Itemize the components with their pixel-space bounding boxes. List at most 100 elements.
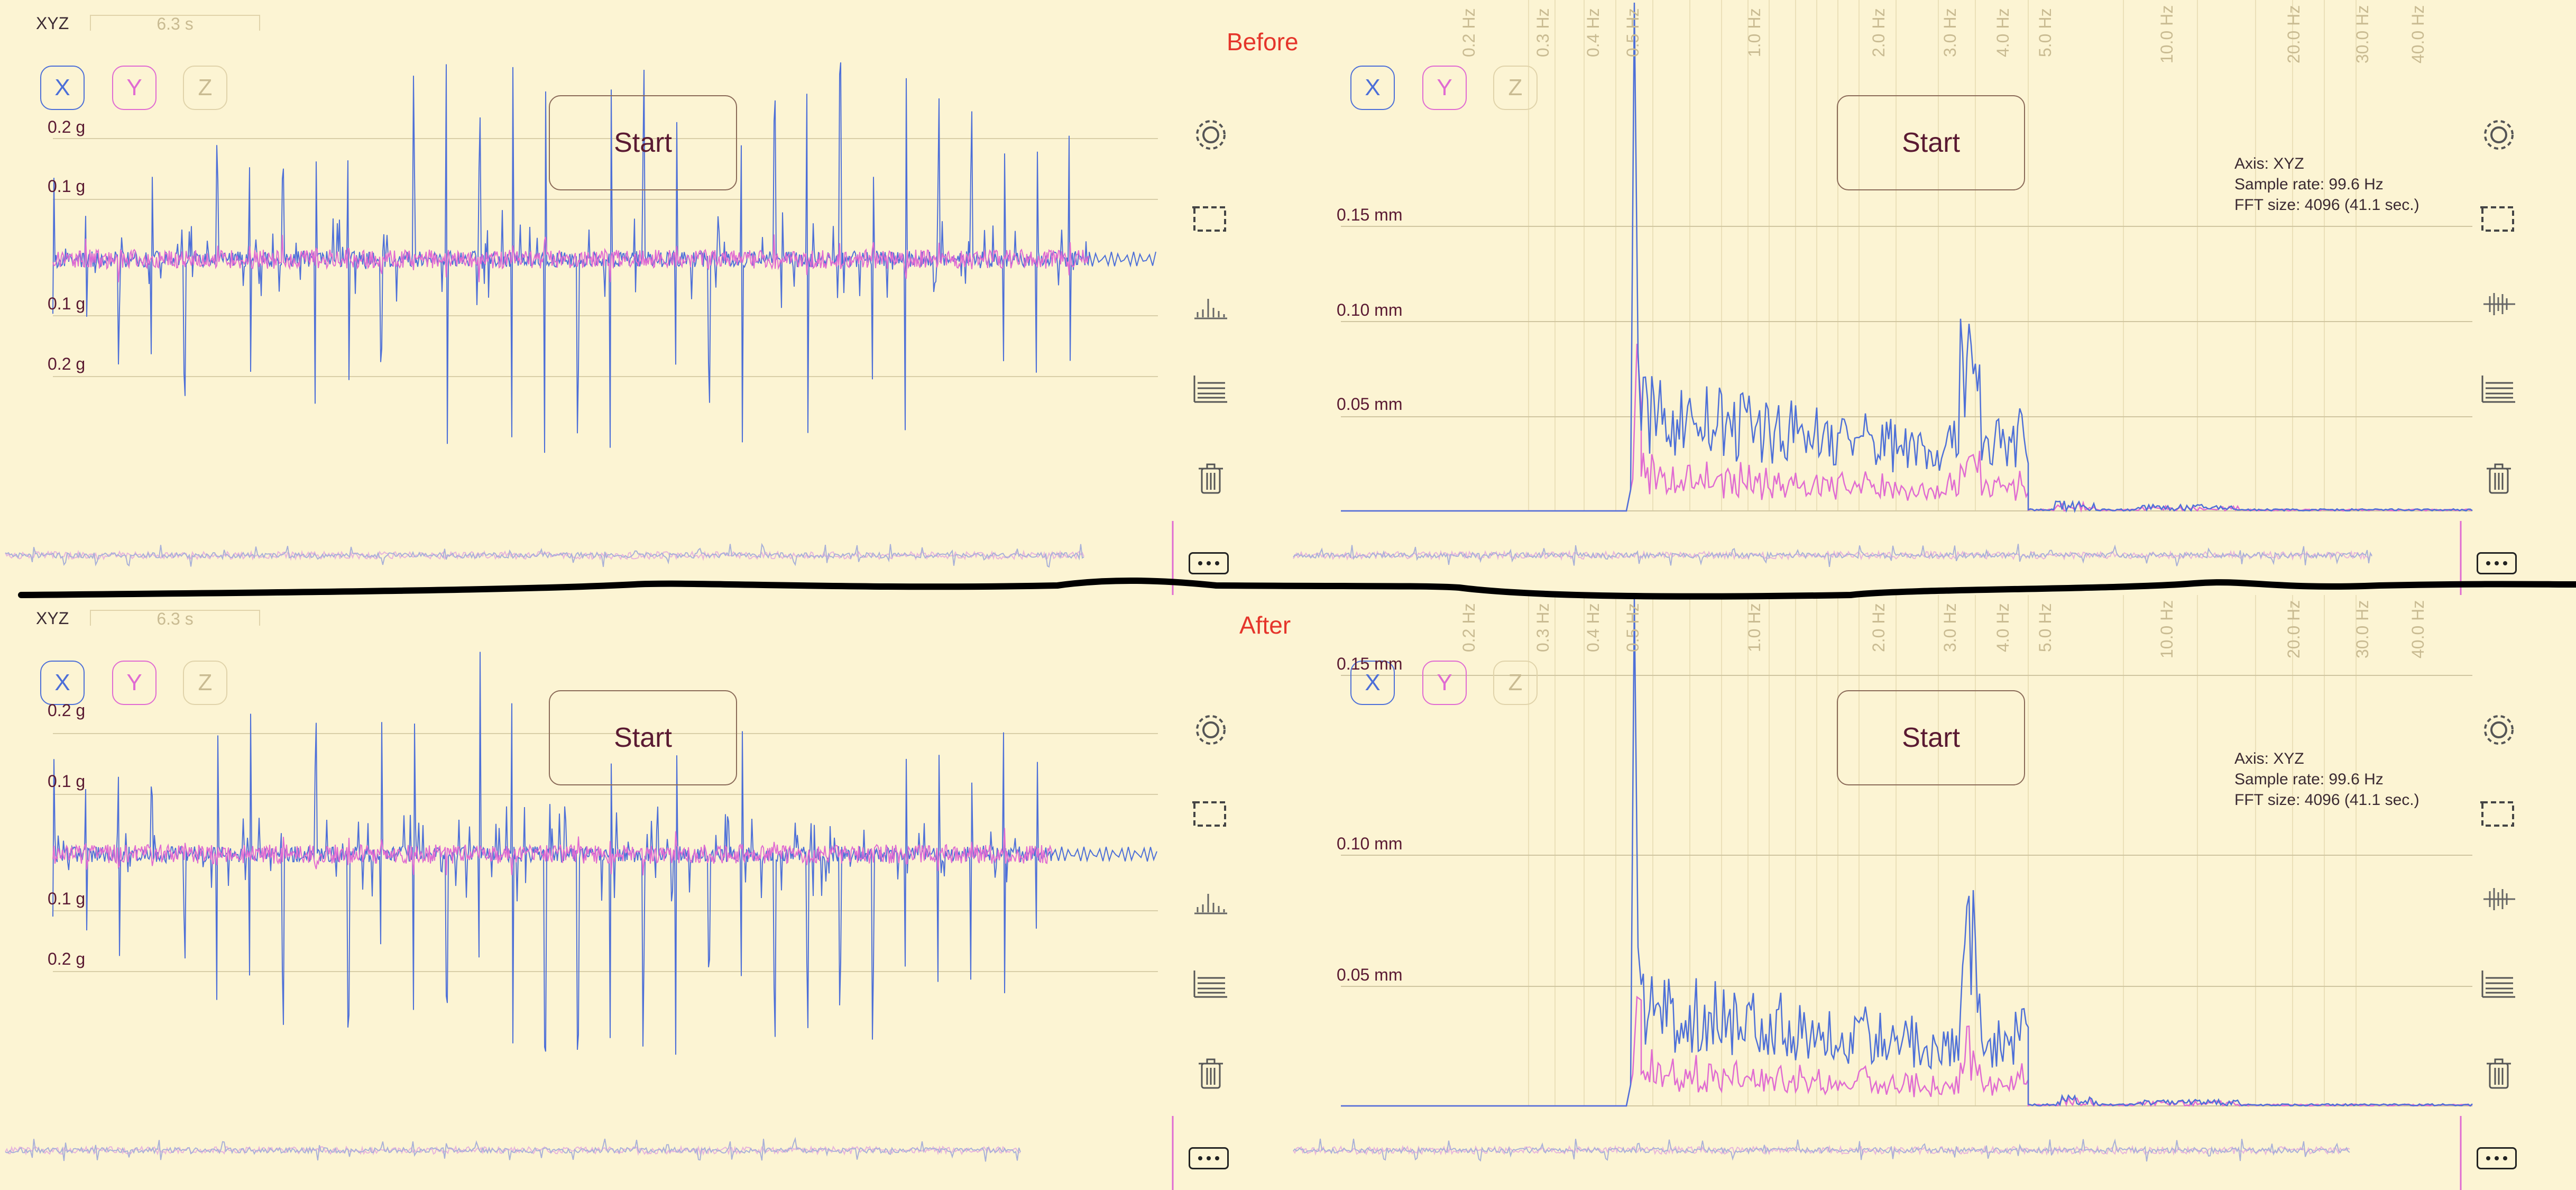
frequency-tick-label: 1.0 Hz	[1745, 603, 1764, 652]
after-time-plot	[5, 652, 1174, 1190]
gear-icon[interactable]	[2475, 706, 2523, 754]
crop-icon[interactable]	[2475, 196, 2523, 243]
divider-line	[18, 577, 2576, 600]
frequency-tick-label: 30.0 Hz	[2353, 5, 2372, 63]
toggle-x[interactable]: X	[1350, 661, 1395, 705]
gear-icon[interactable]	[1187, 706, 1235, 754]
more-button[interactable]	[2477, 552, 2517, 574]
overview-x	[5, 543, 1084, 568]
y-tick-label: 0.1 g	[48, 177, 86, 196]
toggle-x[interactable]: X	[40, 661, 85, 705]
x-axis-spectrum	[1341, 2, 2473, 514]
frequency-tick-label: 1.0 Hz	[1745, 8, 1764, 57]
axis-label: XYZ	[36, 609, 69, 628]
waveform-icon[interactable]	[2475, 875, 2523, 923]
frequency-tick-label: 0.2 Hz	[1459, 603, 1478, 652]
y-tick-label: 0.2 g	[48, 949, 86, 968]
overview-x	[1293, 544, 2372, 567]
fft-y-tick-label: 0.05 mm	[1337, 395, 1403, 414]
frequency-tick-label: 2.0 Hz	[1869, 8, 1888, 57]
spectrum-bars-icon[interactable]	[1187, 280, 1235, 328]
before-fft-panel: X Y Z 0.15 mm 0.10 mm 0.05 mm Start Axis…	[1288, 0, 2576, 595]
frequency-tick-label: 4.0 Hz	[1993, 8, 2012, 57]
y-tick-label: 0.1 g	[48, 889, 86, 908]
frequency-tick-label: 20.0 Hz	[2284, 5, 2303, 63]
frequency-tick-label: 3.0 Hz	[1940, 603, 1959, 652]
before-fft-plot	[1293, 0, 2473, 595]
crop-icon[interactable]	[1187, 791, 1235, 838]
crop-icon[interactable]	[1187, 196, 1235, 243]
toggle-z[interactable]: Z	[1493, 66, 1538, 110]
frequency-tick-label: 4.0 Hz	[1993, 603, 2012, 652]
gear-icon[interactable]	[2475, 111, 2523, 159]
fft-info: Axis: XYZ Sample rate: 99.6 Hz FFT size:…	[2234, 153, 2419, 215]
start-button[interactable]: Start	[1837, 690, 2025, 785]
start-button[interactable]: Start	[1837, 95, 2025, 190]
toggle-z[interactable]: Z	[183, 661, 227, 705]
after-label: After	[1239, 611, 1291, 639]
info-axis: Axis: XYZ	[2234, 155, 2304, 172]
frequency-tick-label: 5.0 Hz	[2036, 603, 2055, 652]
more-button[interactable]	[1189, 552, 1229, 574]
info-axis: Axis: XYZ	[2234, 750, 2304, 767]
y-tick-label: 0.1 g	[48, 772, 86, 791]
trash-icon[interactable]	[1187, 455, 1235, 502]
toggle-y[interactable]: Y	[1422, 661, 1467, 705]
fft-y-tick-label: 0.05 mm	[1337, 965, 1403, 984]
fft-info: Axis: XYZ Sample rate: 99.6 Hz FFT size:…	[2234, 748, 2419, 810]
duration-label: 6.3 s	[90, 15, 260, 32]
info-sample-rate: Sample rate: 99.6 Hz	[2234, 176, 2384, 193]
gear-icon[interactable]	[1187, 111, 1235, 159]
toggle-y[interactable]: Y	[112, 661, 157, 705]
overview-x	[1293, 1138, 2350, 1162]
after-time-panel: XYZ 6.3 s X Y Z 0.2 g 0.1 g 0.1 g 0.2 g …	[0, 595, 1291, 1190]
fft-y-tick-label: 0.15 mm	[1337, 205, 1403, 224]
duration-label: 6.3 s	[90, 610, 260, 627]
toggle-x[interactable]: X	[1350, 66, 1395, 110]
waveform-icon[interactable]	[2475, 280, 2523, 328]
frequency-tick-label: 0.3 Hz	[1533, 603, 1552, 652]
before-time-plot	[5, 62, 1174, 595]
frequency-tick-label: 0.3 Hz	[1533, 8, 1552, 57]
info-fft-size: FFT size: 4096 (41.1 sec.)	[2234, 791, 2419, 809]
start-button[interactable]: Start	[549, 95, 737, 190]
fft-y-tick-label: 0.15 mm	[1337, 654, 1403, 673]
info-fft-size: FFT size: 4096 (41.1 sec.)	[2234, 196, 2419, 214]
toggle-y[interactable]: Y	[112, 66, 157, 110]
spectrum-bars-icon[interactable]	[1187, 875, 1235, 923]
frequency-tick-label: 10.0 Hz	[2157, 5, 2176, 63]
frequency-tick-label: 0.4 Hz	[1584, 603, 1603, 652]
crop-icon[interactable]	[2475, 791, 2523, 838]
frequency-tick-label: 3.0 Hz	[1940, 8, 1959, 57]
trash-icon[interactable]	[1187, 1050, 1235, 1097]
list-lines-icon[interactable]	[2475, 365, 2523, 413]
list-lines-icon[interactable]	[2475, 960, 2523, 1008]
after-fft-panel: X Y Z 0.15 mm 0.10 mm 0.05 mm Start Axis…	[1288, 595, 2576, 1190]
axis-label: XYZ	[36, 14, 69, 33]
y-axis-waveform	[52, 828, 1053, 876]
frequency-tick-label: 2.0 Hz	[1869, 603, 1888, 652]
frequency-tick-label: 0.4 Hz	[1584, 8, 1603, 57]
list-lines-icon[interactable]	[1187, 960, 1235, 1008]
more-button[interactable]	[2477, 1147, 2517, 1169]
toggle-y[interactable]: Y	[1422, 66, 1467, 110]
before-time-panel: XYZ 6.3 s X Y Z 0.2 g 0.1 g 0.1 g 0.2 g …	[0, 0, 1299, 595]
y-tick-label: 0.2 g	[48, 701, 86, 720]
y-axis-spectrum	[1341, 343, 2472, 513]
frequency-tick-label: 0.5 Hz	[1623, 8, 1642, 57]
after-fft-plot	[1293, 595, 2473, 1190]
y-tick-label: 0.1 g	[48, 294, 86, 313]
frequency-tick-label: 20.0 Hz	[2284, 600, 2303, 658]
more-button[interactable]	[1189, 1147, 1229, 1169]
trash-icon[interactable]	[2475, 1050, 2523, 1097]
start-button[interactable]: Start	[549, 690, 737, 785]
before-label: Before	[1227, 28, 1299, 56]
trash-icon[interactable]	[2475, 455, 2523, 502]
fft-y-tick-label: 0.10 mm	[1337, 300, 1403, 319]
list-lines-icon[interactable]	[1187, 365, 1235, 413]
x-axis-spectrum	[1341, 597, 2473, 1107]
toggle-x[interactable]: X	[40, 66, 85, 110]
frequency-tick-label: 0.2 Hz	[1459, 8, 1478, 57]
toggle-z[interactable]: Z	[183, 66, 227, 110]
toggle-z[interactable]: Z	[1493, 661, 1538, 705]
